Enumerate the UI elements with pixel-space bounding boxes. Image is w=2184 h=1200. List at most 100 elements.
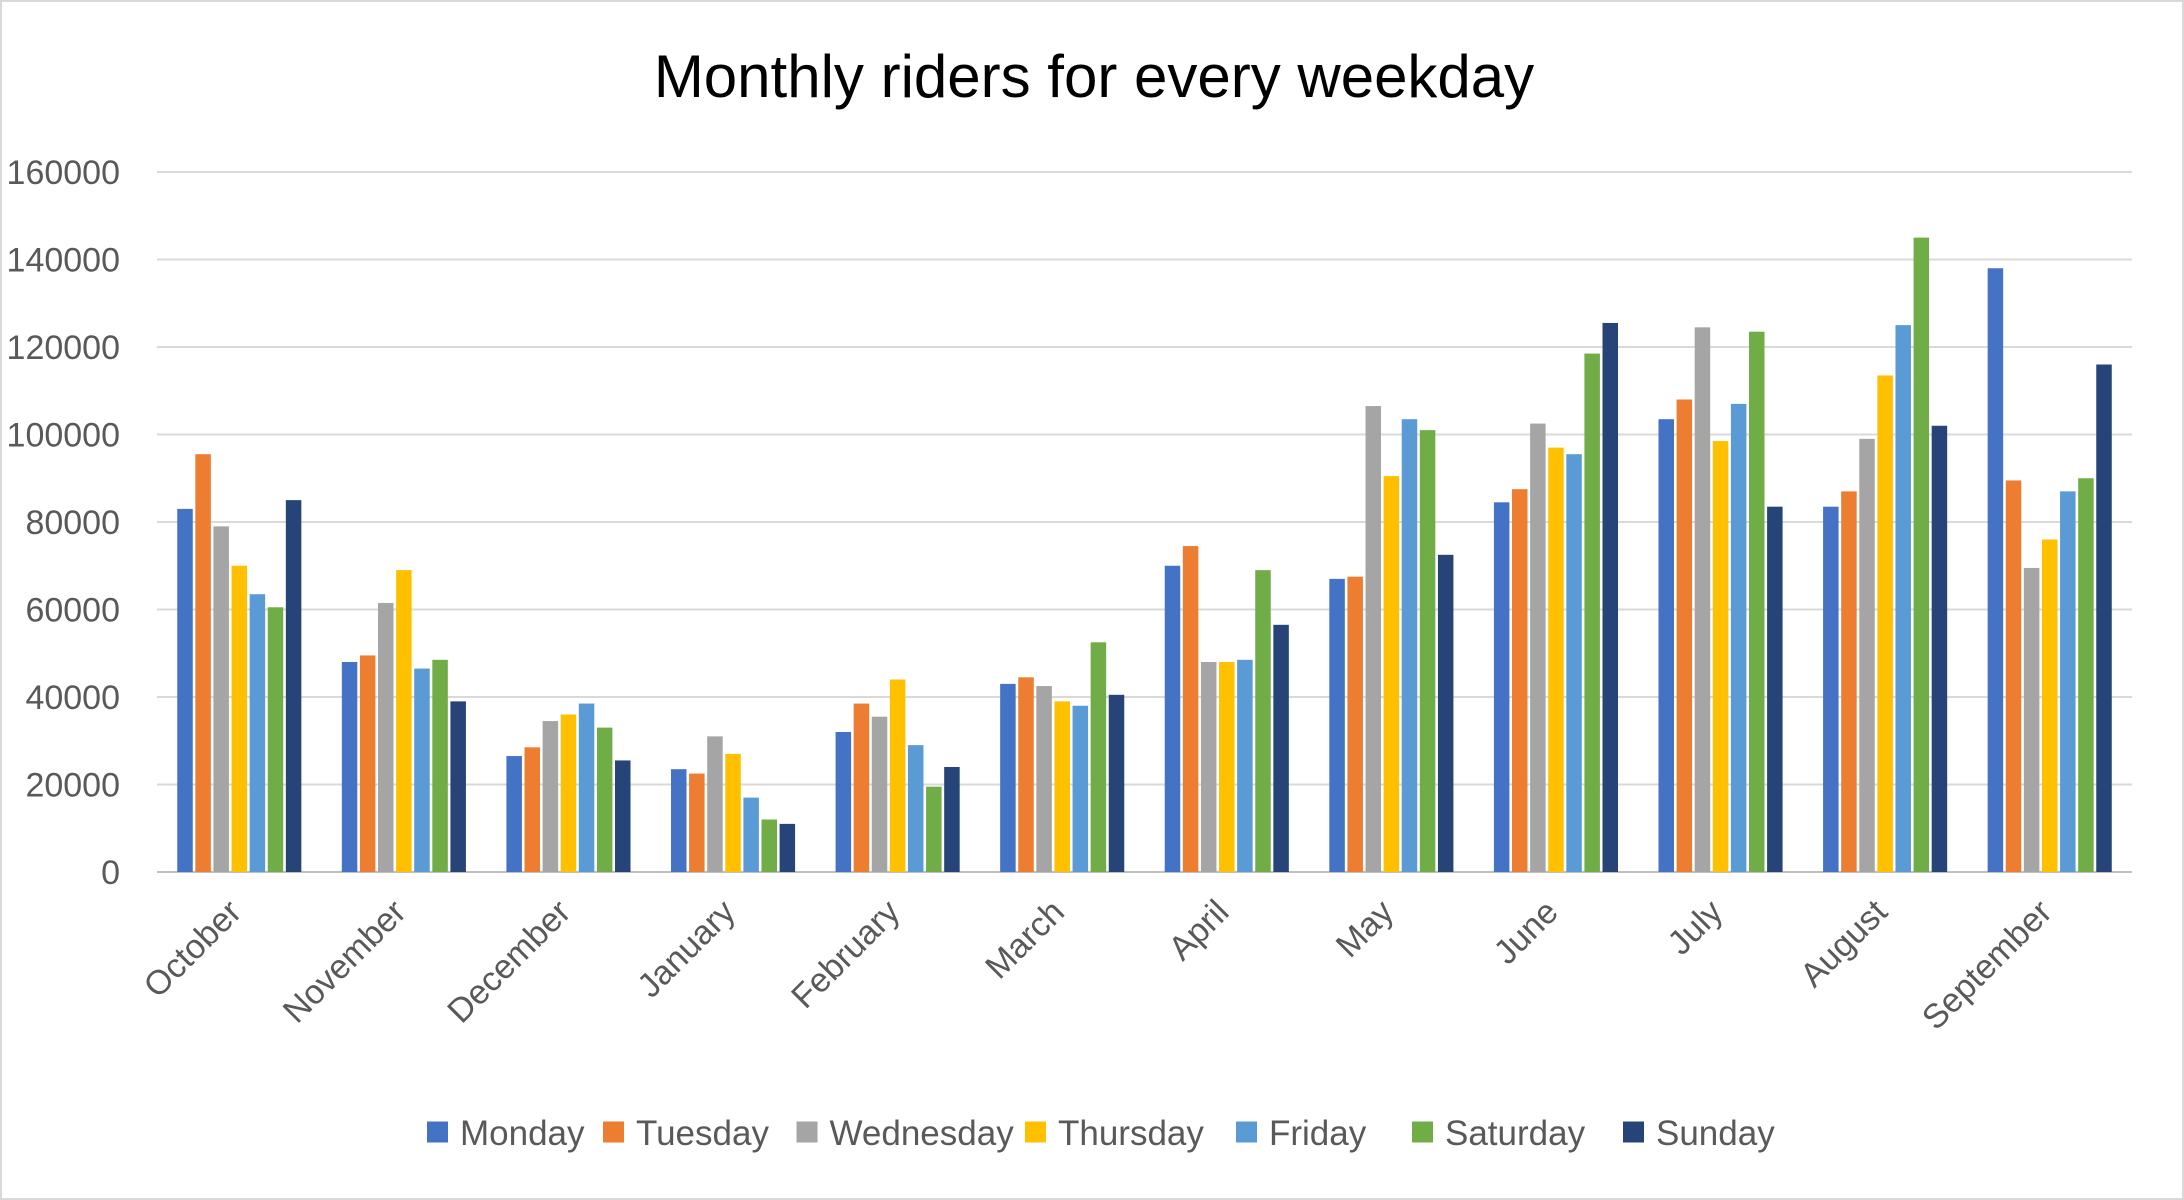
y-tick-label: 60000 bbox=[25, 592, 120, 630]
bar-may-wednesday bbox=[1365, 406, 1382, 872]
legend-label: Thursday bbox=[1058, 1114, 1204, 1153]
y-tick-label: 160000 bbox=[7, 154, 120, 192]
legend-item-tuesday: Tuesday bbox=[603, 1114, 769, 1153]
bar-december-friday bbox=[578, 703, 595, 872]
bar-july-monday bbox=[1658, 419, 1674, 872]
bar-february-tuesday bbox=[853, 703, 870, 872]
bar-september-monday bbox=[1987, 268, 2004, 872]
bar-october-wednesday bbox=[213, 526, 229, 872]
bar-february-saturday bbox=[926, 786, 942, 872]
bar-october-thursday bbox=[231, 565, 248, 872]
bar-may-thursday bbox=[1383, 476, 1400, 872]
y-tick-label: 100000 bbox=[7, 417, 120, 455]
bar-january-sunday bbox=[779, 823, 796, 872]
y-tick-label: 80000 bbox=[25, 504, 120, 542]
x-tick-label: July bbox=[1661, 893, 1731, 963]
x-tick-label: February bbox=[784, 893, 907, 1016]
bar-june-saturday bbox=[1584, 353, 1600, 872]
bar-may-saturday bbox=[1419, 430, 1436, 872]
bar-may-friday bbox=[1401, 419, 1418, 872]
x-tick-label: October bbox=[137, 893, 249, 1005]
legend-label: Wednesday bbox=[830, 1114, 1015, 1153]
x-tick-label: December bbox=[440, 893, 578, 1031]
bar-september-thursday bbox=[2041, 539, 2058, 872]
bar-december-wednesday bbox=[542, 721, 559, 872]
bar-june-wednesday bbox=[1530, 423, 1546, 872]
bar-march-thursday bbox=[1054, 701, 1070, 872]
y-tick-label: 0 bbox=[101, 854, 120, 892]
bar-october-tuesday bbox=[195, 454, 211, 872]
bar-november-thursday bbox=[396, 570, 412, 872]
bar-february-thursday bbox=[889, 679, 906, 872]
bar-october-friday bbox=[249, 594, 266, 872]
bar-march-friday bbox=[1072, 705, 1089, 872]
bar-february-sunday bbox=[944, 767, 960, 872]
bar-december-monday bbox=[506, 756, 522, 872]
bar-august-wednesday bbox=[1859, 438, 1875, 872]
bar-february-monday bbox=[835, 732, 852, 872]
bar-january-tuesday bbox=[689, 773, 705, 872]
y-axis-ticks: 0 20000 40000 60000 80000 100000 120000 140000 1… bbox=[7, 154, 120, 892]
bar-june-thursday bbox=[1548, 447, 1564, 872]
bar-march-saturday bbox=[1090, 642, 1107, 872]
legend-item-sunday: Sunday bbox=[1623, 1114, 1775, 1153]
bar-december-sunday bbox=[615, 760, 631, 872]
bar-september-sunday bbox=[2096, 364, 2112, 872]
legend-item-friday: Friday bbox=[1236, 1114, 1367, 1153]
bar-march-monday bbox=[1000, 683, 1016, 872]
bar-november-friday bbox=[414, 668, 430, 872]
legend-swatch bbox=[1025, 1121, 1046, 1143]
bar-august-thursday bbox=[1877, 375, 1893, 872]
legend-item-wednesday: Wednesday bbox=[796, 1114, 1015, 1153]
legend-swatch bbox=[427, 1121, 448, 1143]
legend-item-thursday: Thursday bbox=[1025, 1114, 1204, 1153]
bar-november-tuesday bbox=[359, 655, 376, 872]
bar-april-saturday bbox=[1255, 570, 1271, 872]
y-tick-label: 140000 bbox=[7, 242, 120, 280]
y-tick-label: 120000 bbox=[7, 329, 120, 367]
legend-swatch bbox=[796, 1121, 818, 1143]
bar-april-thursday bbox=[1219, 662, 1235, 872]
bar-october-monday bbox=[177, 508, 193, 872]
bar-december-tuesday bbox=[524, 747, 541, 872]
x-tick-label: August bbox=[1793, 892, 1895, 994]
legend-label: Tuesday bbox=[636, 1114, 769, 1153]
y-tick-label: 20000 bbox=[25, 767, 120, 805]
bar-september-friday bbox=[2060, 491, 2076, 872]
legend-swatch bbox=[1236, 1121, 1257, 1143]
legend-item-saturday: Saturday bbox=[1412, 1114, 1586, 1153]
bar-march-tuesday bbox=[1018, 677, 1034, 872]
bar-april-sunday bbox=[1273, 624, 1289, 872]
bar-april-monday bbox=[1164, 565, 1181, 872]
bar-december-saturday bbox=[596, 727, 613, 872]
x-tick-label: April bbox=[1161, 893, 1236, 968]
x-tick-label: May bbox=[1329, 893, 1401, 965]
legend-swatch bbox=[603, 1121, 624, 1143]
bar-august-saturday bbox=[1913, 237, 1930, 872]
bar-june-tuesday bbox=[1512, 489, 1528, 872]
bar-july-tuesday bbox=[1676, 399, 1693, 872]
legend-swatch bbox=[1412, 1121, 1433, 1143]
bar-august-monday bbox=[1823, 506, 1839, 872]
x-tick-label: September bbox=[1915, 893, 2059, 1037]
bar-may-tuesday bbox=[1347, 576, 1363, 872]
bar-december-thursday bbox=[560, 714, 577, 872]
bar-march-wednesday bbox=[1036, 686, 1052, 872]
bar-november-monday bbox=[341, 662, 358, 872]
bar-september-saturday bbox=[2078, 478, 2094, 872]
bars bbox=[177, 237, 2112, 872]
bar-march-sunday bbox=[1108, 694, 1125, 872]
x-axis-ticks: October November December January February Ma… bbox=[137, 892, 2060, 1037]
gridlines bbox=[157, 171, 2132, 873]
bar-may-sunday bbox=[1437, 554, 1454, 872]
legend-label: Friday bbox=[1269, 1114, 1367, 1153]
legend: Monday Tuesday Wednesday Thursday Friday Satu… bbox=[427, 1114, 1775, 1153]
bar-august-sunday bbox=[1931, 425, 1948, 872]
bar-september-wednesday bbox=[2023, 567, 2040, 872]
x-tick-label: November bbox=[276, 893, 414, 1031]
bar-november-wednesday bbox=[378, 602, 394, 872]
bar-october-saturday bbox=[267, 607, 284, 872]
bar-july-friday bbox=[1730, 403, 1747, 872]
